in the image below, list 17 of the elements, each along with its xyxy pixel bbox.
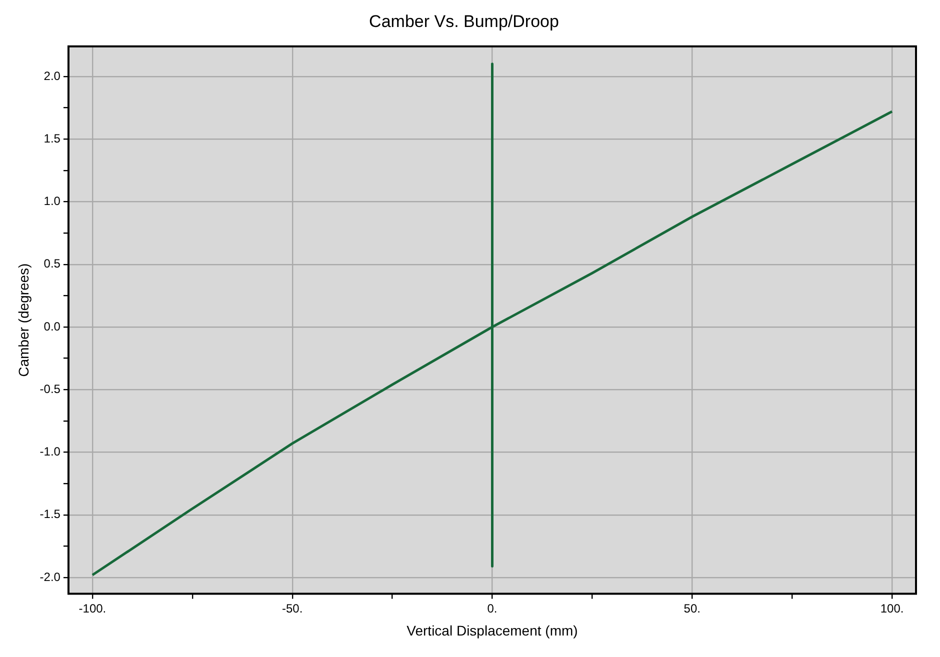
y-axis-title: Camber (degrees) [15, 263, 32, 377]
x-axis-title: Vertical Displacement (mm) [406, 622, 578, 638]
x-tick-label: 100. [880, 601, 904, 616]
x-tick-label: 50. [684, 601, 700, 616]
y-tick-label: -1.5 [40, 507, 61, 522]
chart-title: Camber Vs. Bump/Droop [369, 12, 559, 31]
y-tick-label: -2.0 [40, 570, 61, 584]
y-tick-label: 1.5 [44, 131, 61, 146]
y-tick-label: 2.0 [44, 68, 61, 83]
x-tick-label: -100. [78, 601, 106, 616]
y-tick-label: 0.0 [44, 319, 61, 334]
x-tick-label: -50. [282, 601, 303, 616]
x-tick-label: 0. [487, 601, 498, 616]
y-tick-label: 1.0 [44, 194, 61, 208]
y-tick-label: -0.5 [40, 382, 61, 396]
y-tick-label: -1.0 [40, 444, 61, 459]
y-tick-label: 0.5 [44, 256, 61, 271]
